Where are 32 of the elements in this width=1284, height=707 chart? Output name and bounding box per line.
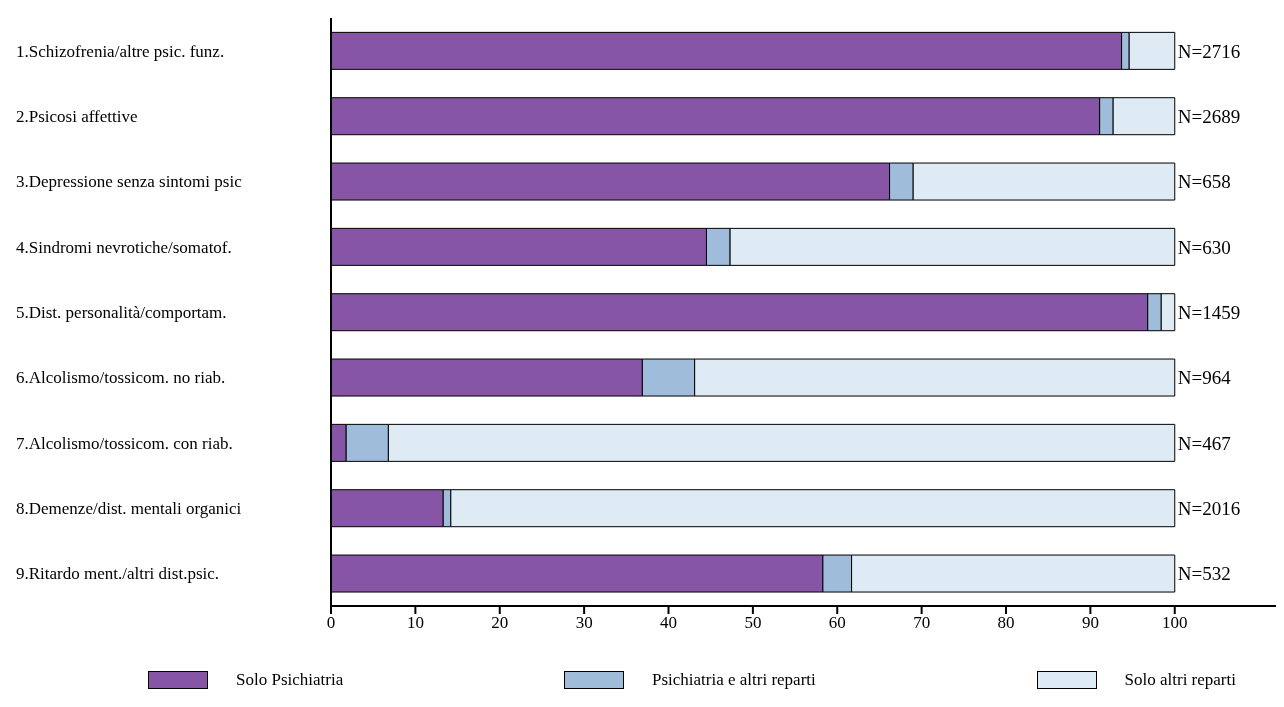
y-tick-label: 9.Ritardo ment./altri dist.psic. — [16, 564, 220, 584]
annotation: N=630 — [1177, 236, 1231, 258]
annotation: N=2716 — [1177, 40, 1241, 62]
x-tick-label: 60 — [828, 613, 846, 633]
annotation: N=1459 — [1177, 302, 1241, 323]
x-tick-label: 0 — [326, 613, 336, 633]
x-tick-label: 70 — [913, 613, 931, 633]
y-tick-label: 5.Dist. personalità/comportam. — [16, 303, 227, 322]
x-tick-label: 80 — [997, 613, 1015, 633]
legend-label: Solo Psichiatria — [236, 670, 344, 690]
x-tick-label: 30 — [575, 613, 593, 633]
annotation: N=467 — [1177, 432, 1231, 454]
y-tick-label: 8.Demenze/dist. mentali organici — [16, 499, 242, 518]
y-tick-label: 3.Depressione senza sintomi psic — [16, 172, 243, 192]
legend-label: Solo altri reparti — [1124, 670, 1236, 690]
annotation: N=2016 — [1177, 498, 1241, 519]
y-tick-label: 7.Alcolismo/tossicom. con riab. — [16, 433, 233, 453]
y-tick-label: 6.Alcolismo/tossicom. no riab. — [16, 368, 226, 388]
annotation: N=532 — [1177, 563, 1231, 585]
x-tick-label: 40 — [660, 613, 677, 633]
x-tick-label: 100 — [1162, 613, 1188, 633]
x-tick-label: 90 — [1081, 613, 1099, 633]
y-tick-label: 1.Schizofrenia/altre psic. funz. — [16, 41, 225, 61]
annotation: N=658 — [1177, 171, 1231, 193]
y-tick-label: 2.Psicosi affettive — [16, 107, 138, 126]
x-tick-label: 10 — [406, 613, 424, 633]
y-tick-label: 4.Sindromi nevrotiche/somatof. — [16, 237, 232, 257]
x-tick-label: 20 — [491, 613, 509, 633]
x-tick-label: 50 — [744, 613, 762, 633]
annotation: N=2689 — [1177, 106, 1241, 127]
legend-label: Psichiatria e altri reparti — [651, 670, 816, 690]
annotation: N=964 — [1177, 367, 1232, 389]
